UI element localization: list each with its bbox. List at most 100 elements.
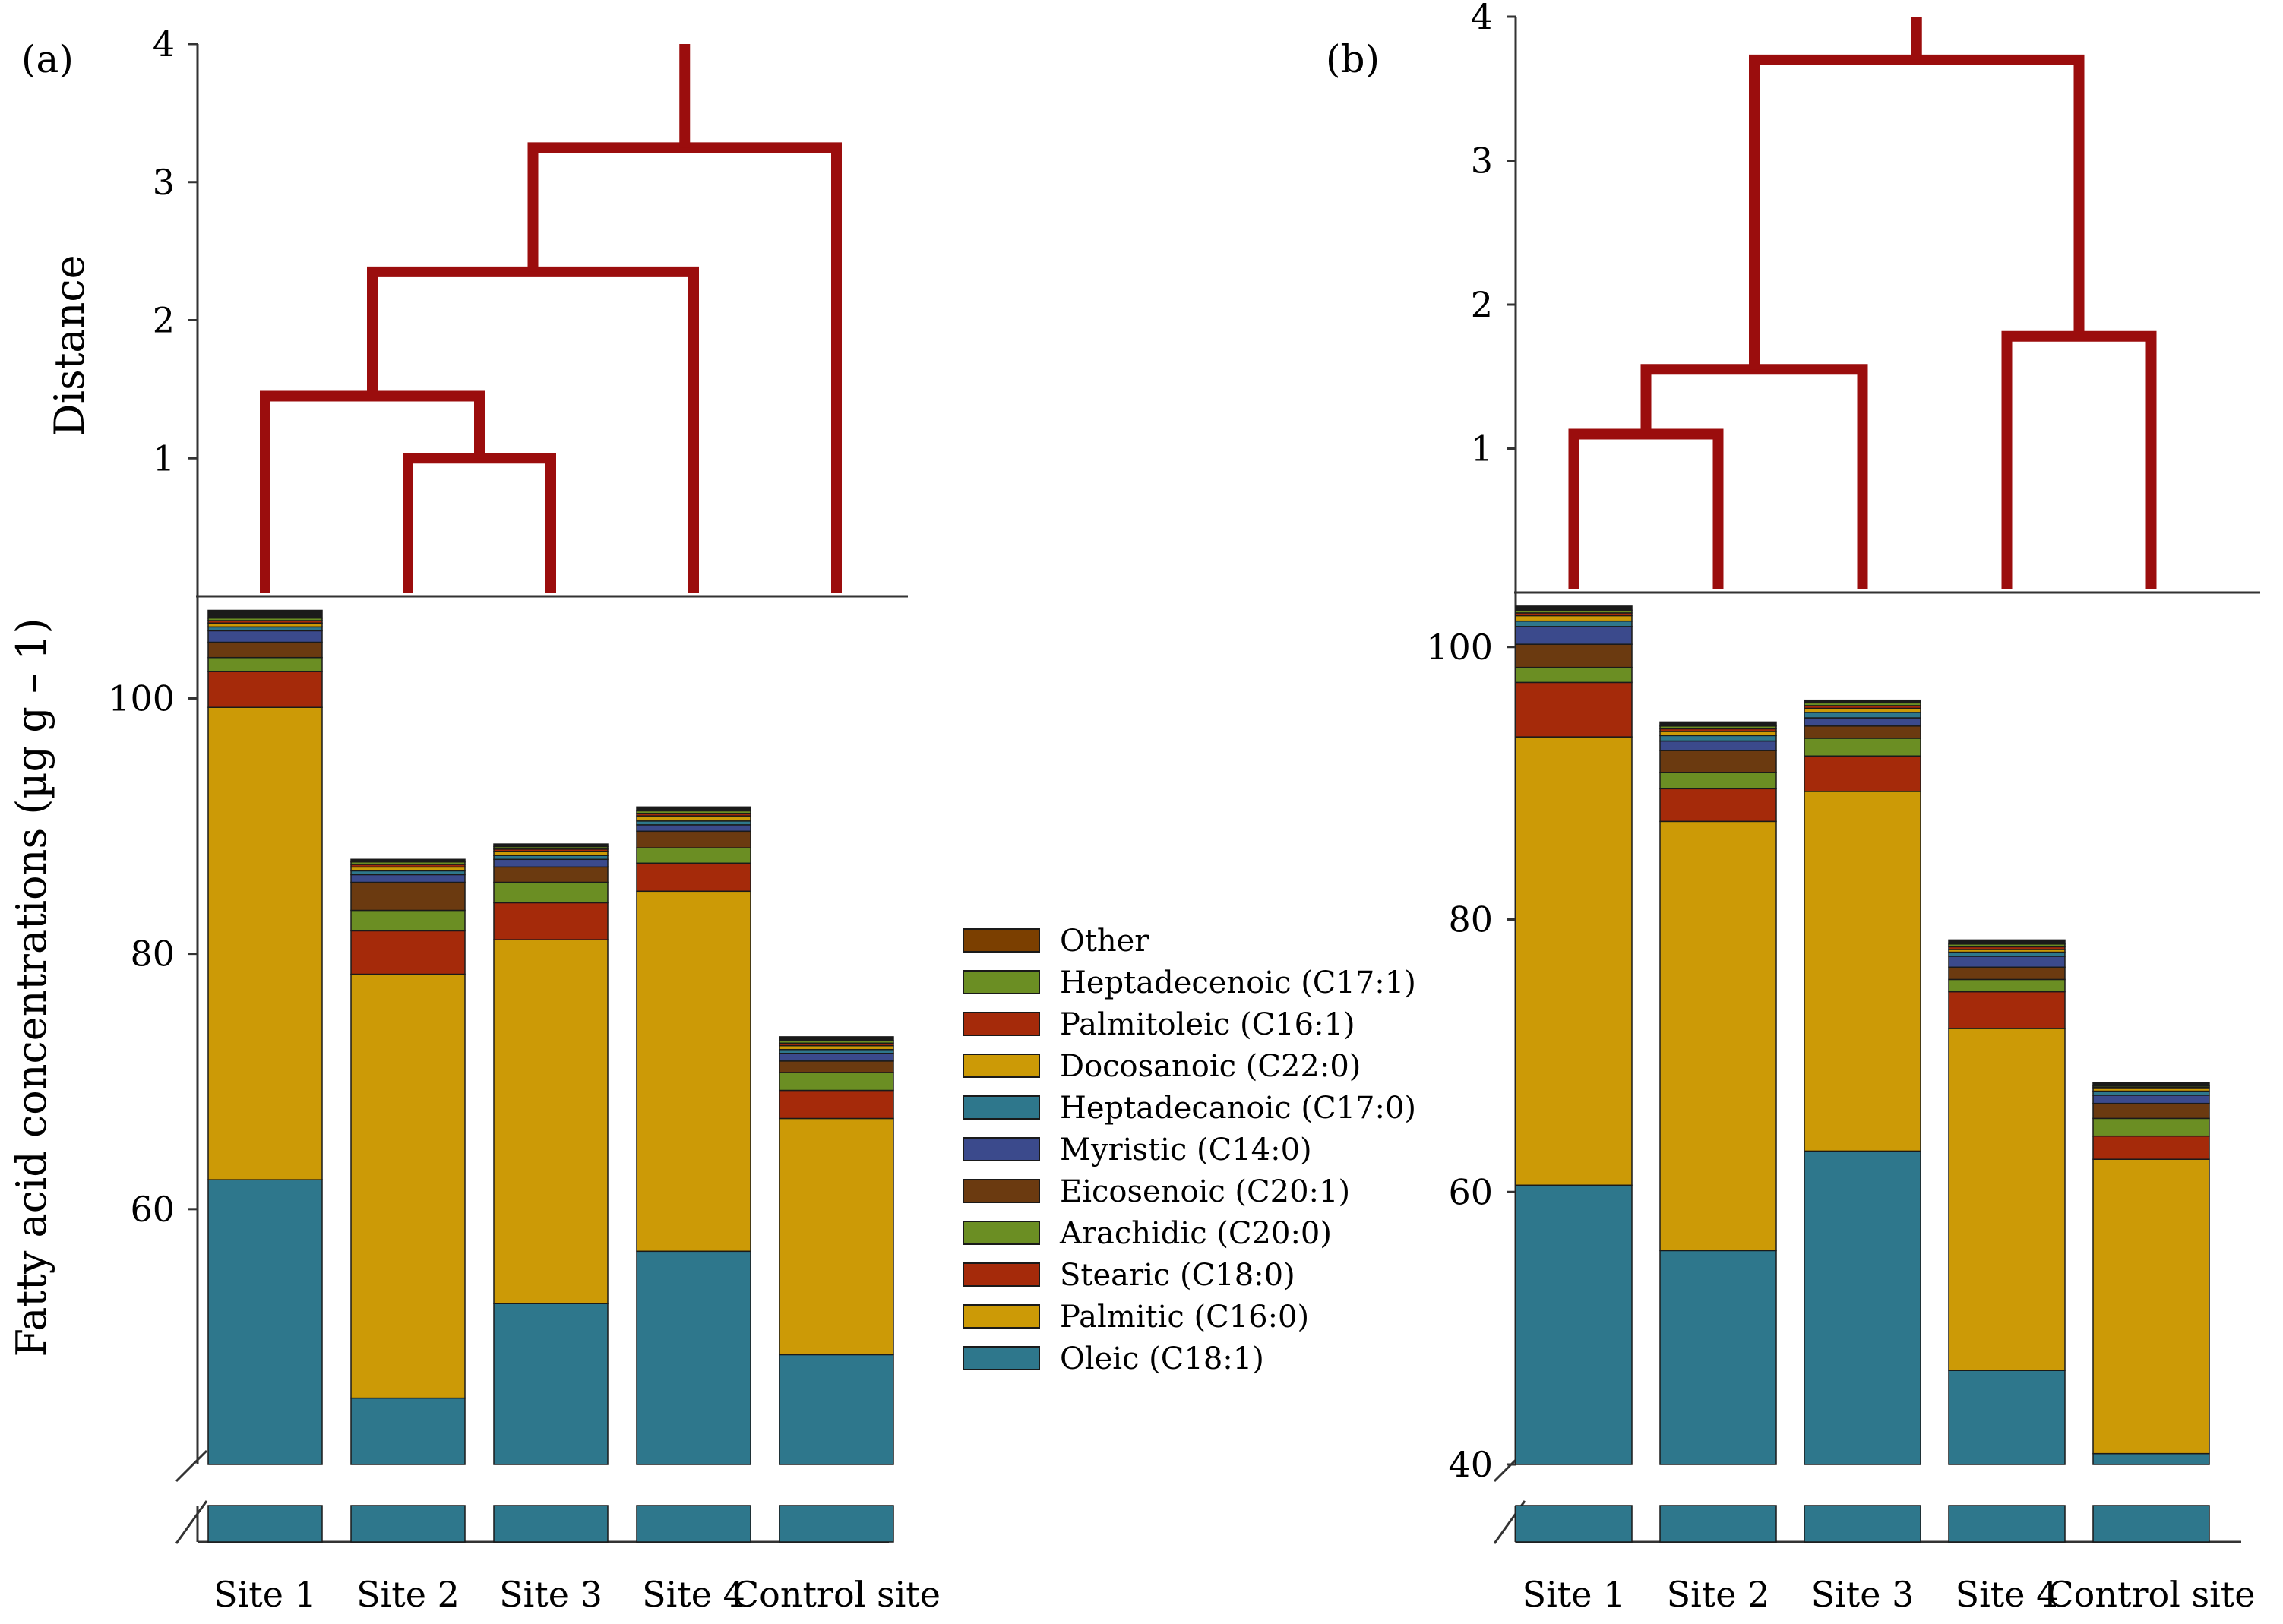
dendrogram-link	[1749, 54, 2085, 370]
bar-segment-eicosenoic	[493, 866, 609, 883]
bar-segment-stearic	[1659, 788, 1777, 823]
bar-segment-arachidic	[1804, 738, 1921, 757]
dendrogram-link	[260, 390, 485, 593]
bar-segment-eicosenoic	[1515, 643, 1633, 668]
bar-segment-heptadecanoic	[779, 1048, 894, 1054]
bar-segment-palmitic	[779, 1117, 894, 1356]
dendrogram-tick-label: 2	[153, 300, 175, 341]
bar-segment-myristic	[1515, 626, 1633, 645]
bar-segment-eicosenoic	[350, 881, 466, 912]
legend-swatch	[963, 1179, 1040, 1203]
bar-segment-palmitic	[207, 706, 323, 1180]
bar-segment-palmitic	[2092, 1158, 2210, 1455]
bar-segment-oleic	[493, 1303, 609, 1465]
legend-swatch	[963, 1346, 1040, 1370]
bar-segment-myristic	[1659, 740, 1777, 751]
bar-segment-arachidic	[493, 881, 609, 904]
bar-segment-docosanoic	[1804, 707, 1921, 713]
bar-segment-eicosenoic	[1948, 966, 2066, 981]
bar-segment-docosanoic	[779, 1044, 894, 1051]
bar-segment-other	[1659, 721, 1777, 727]
bar-segment-other	[779, 1036, 894, 1041]
bar-segment-myristic	[1804, 717, 1921, 727]
y-tick-label: 60	[130, 1189, 175, 1230]
legend-label: Palmitic (C16:0)	[1060, 1300, 1309, 1335]
legend-swatch	[963, 1137, 1040, 1161]
bar-segment-palmitic	[1948, 1028, 2066, 1371]
bar-segment-myristic	[1948, 956, 2066, 968]
bar-segment-eicosenoic	[207, 641, 323, 659]
bar-segment-oleic	[1804, 1150, 1921, 1465]
legend-swatch	[963, 1304, 1040, 1329]
dendrogram-tick-label: 3	[153, 162, 175, 203]
bar-segment-oleic	[350, 1397, 466, 1465]
bar-stub-oleic	[1515, 1505, 1633, 1543]
panel-label: (b)	[1326, 37, 1380, 81]
dendrogram-link	[1568, 428, 1724, 589]
dendrogram-tick-label: 1	[1471, 428, 1493, 469]
bar-segment-heptadecanoic	[1515, 620, 1633, 627]
x-tick-label: Site 4	[642, 1574, 745, 1615]
axis-break-mark	[175, 1500, 208, 1544]
legend-label: Palmitoleic (C16:1)	[1060, 1007, 1355, 1042]
bar-segment-other	[2092, 1082, 2210, 1087]
bar-segment-arachidic	[1948, 978, 2066, 993]
bar-stub-oleic	[1948, 1505, 2066, 1543]
bar-segment-eicosenoic	[1804, 725, 1921, 739]
bar-segment-palmitic	[350, 973, 466, 1399]
bar-segment-heptadecanoic	[207, 626, 323, 632]
x-tick-label: Site 4	[1956, 1574, 2059, 1615]
bar-segment-arachidic	[1515, 666, 1633, 684]
bar-segment-stearic	[350, 930, 466, 975]
legend-label: Heptadecanoic (C17:0)	[1060, 1091, 1416, 1126]
legend-label: Oleic (C18:1)	[1060, 1341, 1264, 1376]
bar-segment-myristic	[779, 1053, 894, 1062]
legend-swatch	[963, 1221, 1040, 1245]
bar-segment-arachidic	[207, 656, 323, 672]
bar-segment-oleic	[1948, 1370, 2066, 1465]
bar-stub-oleic	[350, 1505, 466, 1543]
bar-stub-oleic	[1804, 1505, 1921, 1543]
bar-segment-eicosenoic	[2092, 1102, 2210, 1120]
bar-segment-palmitic	[1659, 820, 1777, 1252]
y-tick-label: 60	[1448, 1171, 1493, 1212]
bar-segment-docosanoic	[207, 622, 323, 628]
bar-segment-palmitic	[493, 939, 609, 1304]
y-tick-label: 80	[130, 934, 175, 975]
bar-segment-stearic	[779, 1089, 894, 1120]
bar-segment-docosanoic	[350, 866, 466, 872]
bar-segment-stearic	[1804, 755, 1921, 792]
bar-stub-oleic	[636, 1505, 751, 1543]
bar-segment-heptadecanoic	[1659, 735, 1777, 742]
bar-segment-eicosenoic	[1659, 750, 1777, 773]
legend-swatch	[963, 1095, 1040, 1120]
bar-segment-stearic	[636, 862, 751, 893]
y-tick-label: 40	[1448, 1444, 1493, 1485]
legend-swatch	[963, 1012, 1040, 1036]
bar-segment-palmitic	[1804, 791, 1921, 1152]
panel-b: (b) 1 2 3 4 40 60 80 100 Site 1 Site 2 Site 3 Site 4…	[1326, 0, 2260, 1615]
bar-segment-arachidic	[779, 1072, 894, 1092]
bar-segment-myristic	[350, 874, 466, 883]
bar-segment-stearic	[207, 671, 323, 708]
legend-label: Myristic (C14:0)	[1060, 1133, 1312, 1167]
panel-a: (a) 1 2 3 4 Distance 60 80 100 Fatty acid concent…	[8, 24, 941, 1615]
axis-break-mark	[175, 1449, 208, 1483]
x-tick-label: Control site	[2047, 1574, 2255, 1615]
dendrogram-link	[527, 142, 842, 593]
legend-swatch	[963, 970, 1040, 994]
bar-segment-docosanoic	[1515, 615, 1633, 622]
bar-segment-docosanoic	[636, 815, 751, 822]
bar-segment-arachidic	[636, 847, 751, 864]
bar-segment-other	[493, 843, 609, 848]
dendrogram-tick-label: 4	[1471, 0, 1493, 37]
bar-segment-heptadecanoic	[1804, 712, 1921, 719]
bar-stub-oleic	[493, 1505, 609, 1543]
x-tick-label: Site 1	[213, 1574, 317, 1615]
y-tick-label: 100	[1426, 627, 1493, 668]
y-tick-label: 100	[108, 678, 175, 719]
y-axis-label: Fatty acid concentrations (µg g – 1)	[8, 618, 55, 1357]
x-tick-label: Control site	[732, 1574, 941, 1615]
x-tick-label: Site 1	[1523, 1574, 1626, 1615]
